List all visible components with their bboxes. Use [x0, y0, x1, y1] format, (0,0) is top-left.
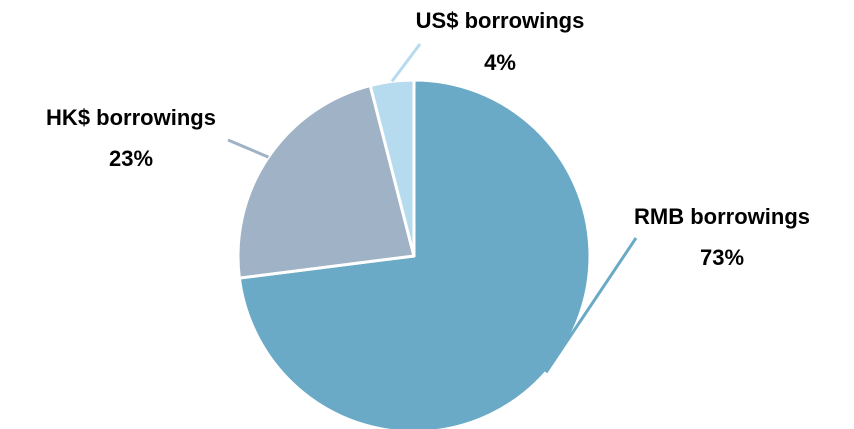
pie-slice-usd [368, 78, 416, 258]
slice-name-usd: US$ borrowings [416, 8, 585, 33]
leader-line-hkd [227, 138, 270, 159]
leader-lines [227, 43, 638, 374]
label-usd: US$ borrowings 4% [416, 8, 585, 75]
pie-slices [236, 78, 592, 429]
leader-line-rmb [544, 237, 638, 374]
slice-percent-usd: 4% [484, 50, 516, 75]
slice-percent-hkd: 23% [109, 146, 153, 171]
pie-slice-hkd [236, 84, 416, 280]
label-rmb: RMB borrowings 73% [634, 204, 810, 270]
leader-line-usd [390, 43, 422, 83]
slice-name-hkd: HK$ borrowings [46, 105, 216, 130]
label-hkd: HK$ borrowings 23% [46, 105, 216, 171]
slice-percent-rmb: 73% [700, 245, 744, 270]
slice-name-rmb: RMB borrowings [634, 204, 810, 229]
